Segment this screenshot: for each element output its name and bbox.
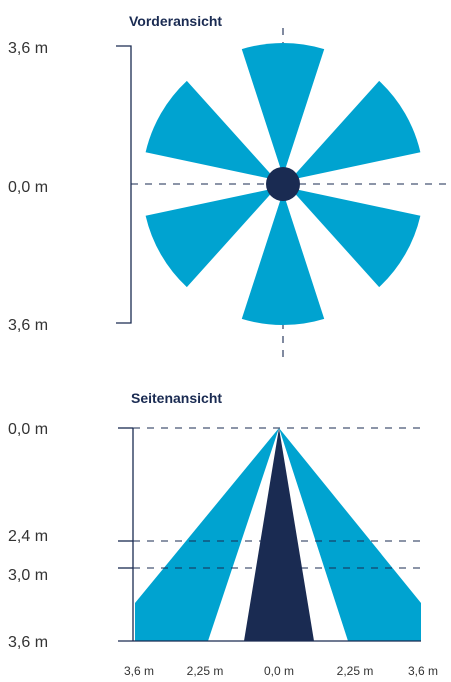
side-view-label-0: 0,0 m bbox=[8, 421, 48, 438]
side-view-label-3-0: 3,0 m bbox=[8, 567, 48, 584]
front-view-lobe-6 bbox=[145, 80, 277, 180]
side-view-right-outer-cone bbox=[279, 428, 421, 641]
side-view-label-3-6: 3,6 m bbox=[8, 634, 48, 651]
front-view-label-center: 0,0 m bbox=[8, 179, 48, 196]
side-view-left-outer-cone bbox=[135, 428, 279, 641]
front-view-lobes bbox=[145, 43, 421, 325]
front-view-lobe-1 bbox=[241, 43, 325, 177]
side-view-xlabel-center: 0,0 m bbox=[264, 664, 294, 678]
front-view-lobe-3 bbox=[289, 188, 421, 288]
side-view-center-cone bbox=[244, 428, 314, 641]
side-view-xlabel-right-3-6: 3,6 m bbox=[408, 664, 438, 678]
front-view-lobe-2 bbox=[289, 80, 421, 180]
side-view-label-2-4: 2,4 m bbox=[8, 528, 48, 545]
front-view-lobe-5 bbox=[145, 188, 277, 288]
front-view: Vorderansicht 3,6 m 0,0 m 3,6 m bbox=[8, 13, 451, 358]
side-view-title: Seitenansicht bbox=[131, 390, 222, 406]
front-view-range-bracket bbox=[116, 45, 132, 324]
front-view-title: Vorderansicht bbox=[129, 13, 222, 29]
side-view-xlabel-left-3-6: 3,6 m bbox=[124, 664, 154, 678]
side-view: Seitenansicht 0,0 m 2,4 m 3,0 m 3,6 m 3,… bbox=[8, 390, 438, 678]
side-view-xlabel-left-2-25: 2,25 m bbox=[187, 664, 224, 678]
front-view-lobe-4 bbox=[241, 192, 325, 325]
front-view-label-bottom: 3,6 m bbox=[8, 317, 48, 334]
side-view-xlabel-right-2-25: 2,25 m bbox=[337, 664, 374, 678]
sensor-center-dot bbox=[266, 167, 300, 201]
front-view-label-top: 3,6 m bbox=[8, 40, 48, 57]
